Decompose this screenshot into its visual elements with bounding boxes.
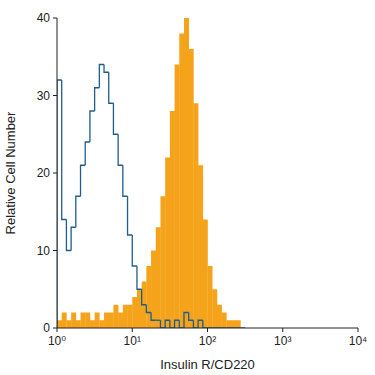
y-tick-label: 30: [37, 89, 51, 103]
histogram-step: [128, 196, 133, 235]
y-tick: [53, 328, 57, 329]
histogram-bar: [90, 320, 95, 328]
y-tick: [53, 250, 57, 251]
histogram-bar: [203, 220, 208, 329]
histogram-bar: [208, 266, 213, 328]
histogram-step: [184, 313, 189, 329]
x-tick: [132, 328, 133, 332]
histogram-bar: [212, 289, 217, 328]
histogram-step: [170, 320, 175, 328]
histogram-step: [156, 320, 161, 321]
y-tick-label: 40: [37, 11, 51, 25]
x-tick-label: 10⁰: [48, 334, 66, 348]
y-axis-label: Relative Cell Number: [3, 111, 18, 234]
histogram-step: [160, 320, 165, 328]
histogram-bar: [118, 313, 123, 329]
histogram-bar: [198, 165, 203, 328]
histogram-step: [198, 320, 203, 328]
histogram-bar: [236, 320, 241, 328]
chart: 0 10 20 30 40 10⁰ 10¹ 10² 10³ 10⁴ Insulin R/CD220 R…: [0, 0, 375, 375]
histogram-bar: [76, 320, 81, 328]
histogram-bar: [165, 158, 170, 329]
histogram-step: [76, 196, 81, 227]
histogram-bar: [160, 196, 165, 328]
histogram-step: [203, 320, 208, 328]
histogram-bar: [109, 313, 114, 329]
histogram-bar: [104, 313, 109, 329]
y-tick: [53, 173, 57, 174]
histogram-step: [175, 320, 180, 328]
histogram-step: [179, 320, 184, 328]
histogram-bar: [222, 313, 227, 329]
histogram-step: [123, 165, 128, 196]
histogram-bar: [113, 305, 118, 328]
histogram-bar: [175, 65, 180, 329]
histogram-step: [132, 235, 137, 266]
histogram-step: [189, 313, 194, 321]
histogram-bar: [128, 305, 133, 328]
histogram-bar: [66, 320, 71, 328]
histogram-step: [66, 220, 71, 251]
histogram-step: [193, 320, 198, 328]
histogram-step: [165, 320, 170, 328]
marks: [57, 18, 245, 328]
y-tick-label: 0: [43, 321, 50, 335]
histogram-step: [109, 72, 114, 103]
y-tick: [53, 18, 57, 19]
histogram-step: [146, 305, 151, 313]
y-tick-label: 10: [37, 244, 51, 258]
histogram-step: [57, 80, 62, 328]
histogram-bar: [179, 34, 184, 329]
histogram-step: [62, 80, 67, 220]
histogram-step: [71, 227, 76, 250]
histogram-bar: [231, 320, 236, 328]
histogram-bar: [95, 313, 100, 329]
histogram-bar: [57, 320, 62, 328]
histogram-bar: [184, 18, 189, 328]
histogram-bar: [193, 103, 198, 328]
x-tick-label: 10³: [274, 334, 291, 348]
histogram-step: [104, 65, 109, 73]
histogram-bar: [226, 320, 231, 328]
histogram-bar: [85, 313, 90, 329]
histogram-step: [81, 165, 86, 196]
y-tick-label: 20: [37, 166, 51, 180]
histogram-bar: [170, 111, 175, 328]
histogram-step: [95, 88, 100, 111]
histogram-bar: [81, 313, 86, 329]
x-tick: [282, 328, 283, 332]
x-axis-label: Insulin R/CD220: [160, 357, 255, 372]
histogram-bar: [99, 320, 104, 328]
histogram-step: [142, 289, 147, 305]
histogram-step: [118, 134, 123, 165]
histogram-step: [90, 111, 95, 142]
x-tick-label: 10¹: [124, 334, 141, 348]
histogram-step: [85, 142, 90, 165]
histogram-bar: [189, 49, 194, 328]
histogram-bar: [71, 313, 76, 329]
histogram-step: [99, 65, 104, 88]
x-tick-label: 10²: [199, 334, 216, 348]
x-tick: [358, 328, 359, 332]
histogram-bar: [151, 251, 156, 329]
histogram-bar: [156, 227, 161, 328]
histogram-bar: [123, 305, 128, 328]
x-tick-label: 10⁴: [349, 334, 368, 348]
x-tick: [207, 328, 208, 332]
histogram-bar: [217, 305, 222, 328]
x-tick: [57, 328, 58, 332]
histogram-step: [113, 103, 118, 134]
y-tick: [53, 95, 57, 96]
histogram-step: [137, 266, 142, 289]
histogram-step: [151, 313, 156, 321]
histogram-bar: [132, 297, 137, 328]
histogram-bar: [62, 313, 67, 329]
